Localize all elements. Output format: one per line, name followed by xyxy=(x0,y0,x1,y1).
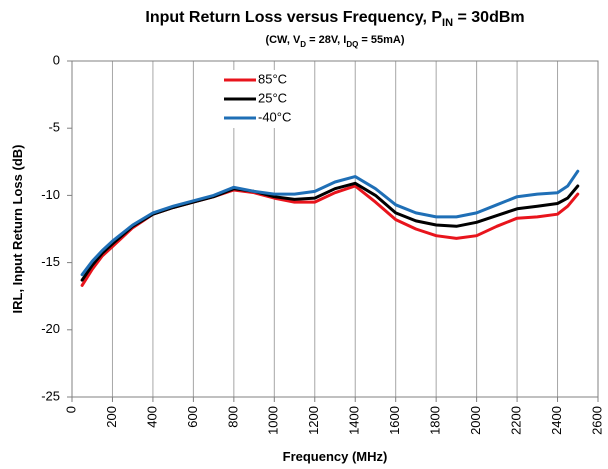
x-tick-label: 1000 xyxy=(266,406,281,435)
plot-border xyxy=(71,60,599,398)
legend-label: 85°C xyxy=(258,71,287,86)
x-tick-label: 200 xyxy=(104,406,119,428)
y-tick-label: -20 xyxy=(41,321,60,336)
series-line xyxy=(80,169,580,277)
subtitle-part: D xyxy=(300,40,306,49)
x-tick-label: 2000 xyxy=(468,406,483,435)
subtitle-part: = 28V, I xyxy=(306,34,346,46)
y-tick-label: -15 xyxy=(41,254,60,269)
subtitle-part: DQ xyxy=(346,40,358,49)
title-part: Input Return Loss versus Frequency, P xyxy=(145,9,442,26)
x-axis-label: Frequency (MHz) xyxy=(283,449,388,464)
y-axis-label: IRL, Input Return Loss (dB) xyxy=(10,145,25,314)
y-tick-label: -10 xyxy=(41,187,60,202)
legend-label: -40°C xyxy=(258,109,291,124)
title-part: = 30dBm xyxy=(453,9,525,26)
subtitle-part: = 55mA) xyxy=(358,34,404,46)
x-tick-label: 2200 xyxy=(509,406,524,435)
y-tick-label: -25 xyxy=(41,388,60,403)
x-tick-label: 1200 xyxy=(306,406,321,435)
x-tick-label: 600 xyxy=(185,406,200,428)
x-tick-label: 2600 xyxy=(589,406,604,435)
x-tick-label: 0 xyxy=(63,406,78,413)
x-tick-label: 2400 xyxy=(549,406,564,435)
x-tick-label: 1600 xyxy=(387,406,402,435)
legend-label: 25°C xyxy=(258,90,287,105)
x-tick-label: 400 xyxy=(144,406,159,428)
x-tick-label: 1800 xyxy=(428,406,443,435)
title-part: IN xyxy=(442,17,453,29)
chart-title: Input Return Loss versus Frequency, PIN … xyxy=(145,9,524,29)
y-tick-label: -5 xyxy=(48,120,60,135)
subtitle-part: (CW, V xyxy=(265,34,300,46)
x-tick-label: 800 xyxy=(225,406,240,428)
y-tick-label: 0 xyxy=(53,52,60,67)
chart-subtitle: (CW, VD = 28V, IDQ = 55mA) xyxy=(265,34,404,49)
x-tick-label: 1400 xyxy=(347,406,362,435)
